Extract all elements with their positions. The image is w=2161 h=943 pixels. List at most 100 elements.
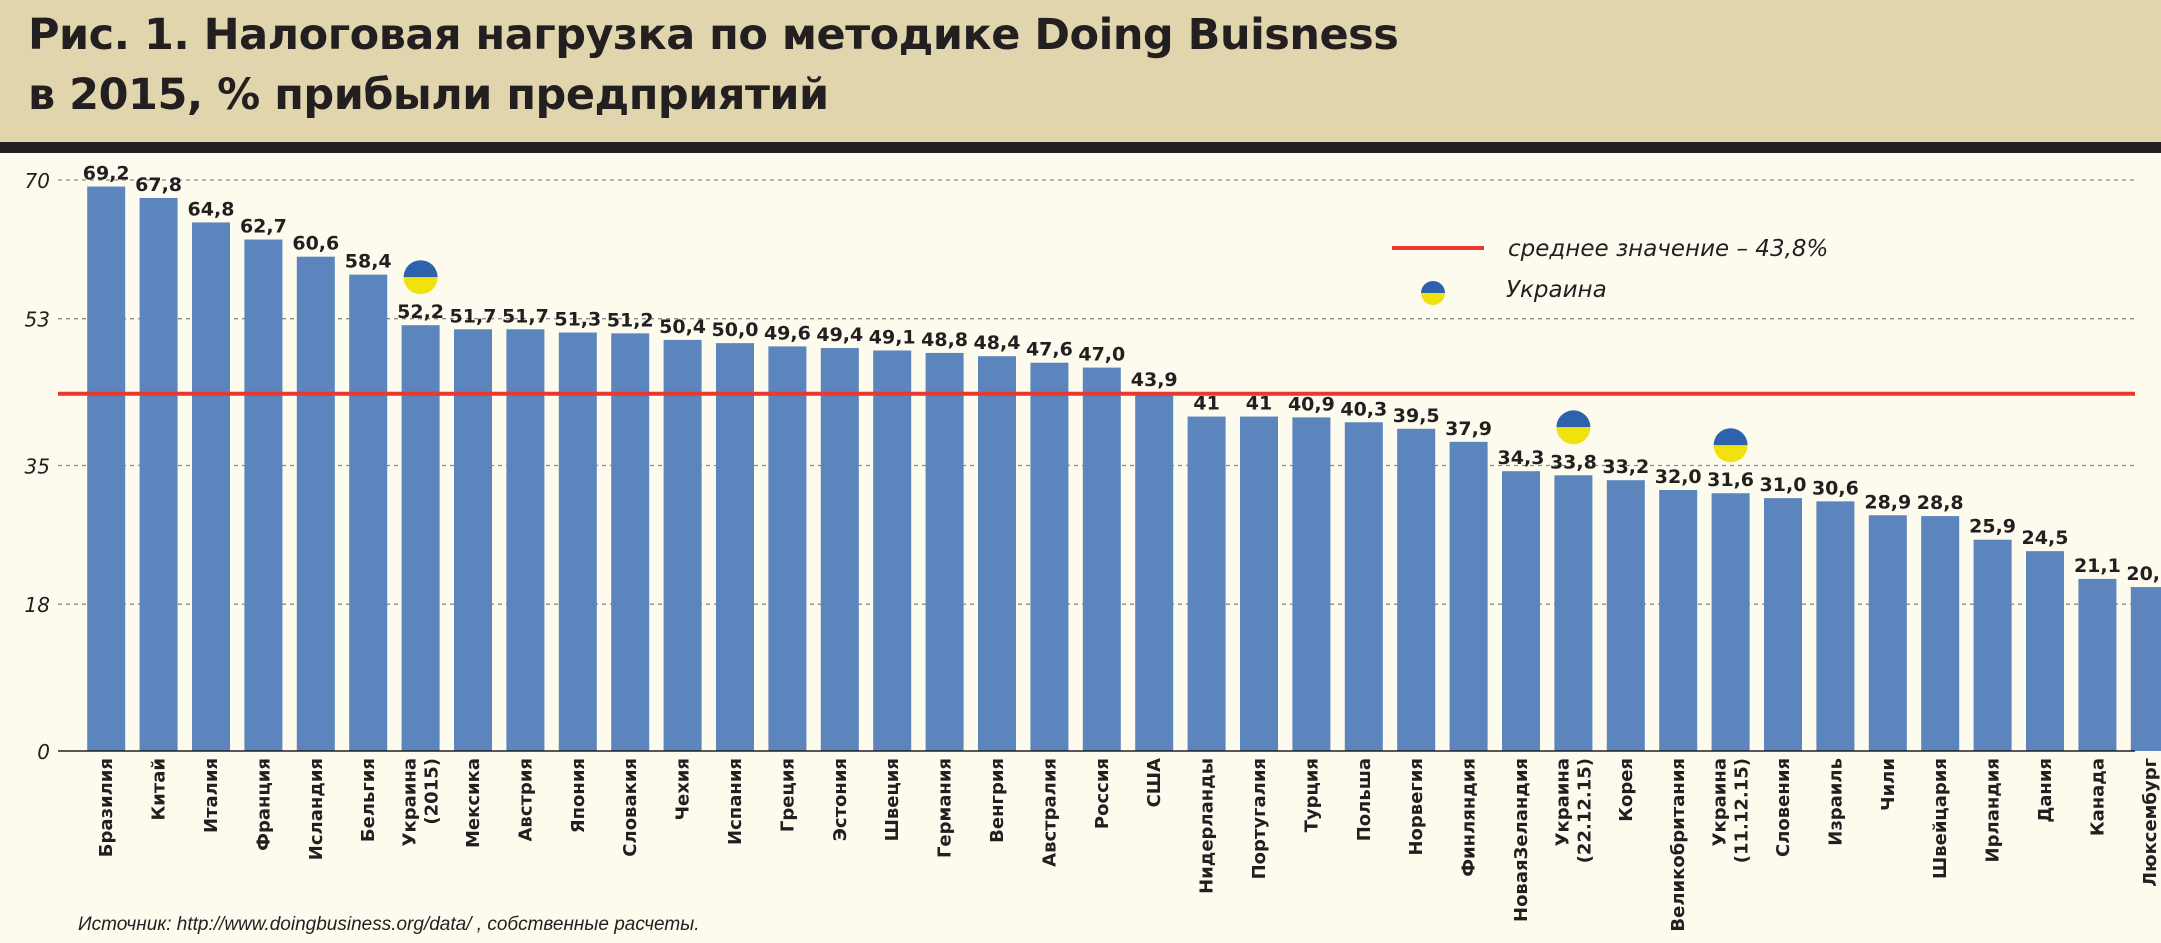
chart-title-line-1: Рис. 1. Налоговая нагрузка по методике D… <box>28 10 1399 60</box>
category-label: Эстония <box>830 758 851 841</box>
category-label: Австралия <box>1039 758 1060 867</box>
data-label: 51,3 <box>554 309 601 331</box>
data-label: 60,6 <box>292 233 339 255</box>
bar-38 <box>2026 551 2064 751</box>
data-label: 25,9 <box>1969 516 2016 538</box>
bar-39 <box>2078 578 2117 751</box>
category-label: Бельгия <box>358 758 379 842</box>
data-label: 47,6 <box>1026 339 1073 361</box>
ukraine-flag-icon-yellow <box>1713 445 1748 463</box>
category-label: Израиль <box>1825 758 1846 846</box>
category-label: Исландия <box>306 758 327 860</box>
category-label: Ирландия <box>1983 758 2004 862</box>
legend-ukraine-flag-icon-blue <box>1421 281 1445 293</box>
category-label: (2015) <box>422 758 443 825</box>
category-label: Турция <box>1301 758 1322 832</box>
y-tick-label: 18 <box>25 593 50 617</box>
ukraine-flag-icon-blue <box>403 260 438 278</box>
bar-1 <box>87 186 126 752</box>
bar-19 <box>1030 362 1069 751</box>
bar-25 <box>1344 422 1383 751</box>
data-label: 39,5 <box>1393 405 1440 427</box>
data-label: 40,3 <box>1340 398 1387 420</box>
category-label: Словакия <box>620 758 641 857</box>
y-tick-label: 70 <box>25 169 50 193</box>
data-label: 30,6 <box>1812 477 1859 499</box>
category-label: Словения <box>1773 758 1794 857</box>
category-label: Греция <box>777 758 798 832</box>
bar-4 <box>244 239 283 751</box>
bar-36 <box>1921 516 1960 751</box>
category-label: Китай <box>149 758 170 821</box>
ukraine-flag-icon-blue <box>1556 410 1591 428</box>
chart-header: Рис. 1. Налоговая нагрузка по методике D… <box>0 0 2161 142</box>
data-label: 64,8 <box>188 198 235 220</box>
category-label: Финляндия <box>1459 758 1480 877</box>
data-label: 62,7 <box>240 216 287 238</box>
category-label: Люксембург <box>2140 758 2161 887</box>
category-label: Франция <box>253 758 274 851</box>
category-label: Бразилия <box>96 758 117 857</box>
category-label: Норвегия <box>1406 758 1427 856</box>
bar-23 <box>1240 416 1278 751</box>
bar-29 <box>1554 475 1593 751</box>
bar-12 <box>663 339 702 751</box>
data-label: 67,8 <box>135 174 182 196</box>
header-divider <box>0 142 2161 153</box>
bar-5 <box>296 256 335 751</box>
bar-31 <box>1659 489 1698 751</box>
bar-40 <box>2130 587 2161 751</box>
data-label: 28,8 <box>1917 492 1964 514</box>
data-label: 40,9 <box>1288 393 1335 415</box>
category-label: Австрия <box>515 758 536 841</box>
ukraine-flag-icon-blue <box>1713 428 1748 446</box>
data-label: 49,6 <box>764 322 811 344</box>
ukraine-flag-icon-yellow <box>1556 427 1591 445</box>
category-label: Испания <box>725 758 746 845</box>
ukraine-flag-icon-yellow <box>403 277 438 295</box>
data-label: 58,4 <box>345 251 392 273</box>
bar-7 <box>401 325 440 751</box>
bar-35 <box>1868 515 1907 751</box>
category-label: Япония <box>568 758 589 833</box>
data-label: 31,0 <box>1760 474 1807 496</box>
category-label: Венгрия <box>987 758 1008 843</box>
category-label: Швеция <box>882 758 903 841</box>
data-label: 28,9 <box>1864 491 1911 513</box>
bar-27 <box>1449 441 1488 751</box>
legend-average-label: среднее значение – 43,8% <box>1508 236 1828 262</box>
bar-22 <box>1187 416 1226 751</box>
data-label: 49,1 <box>869 326 916 348</box>
data-label: 52,2 <box>397 301 444 323</box>
data-label: 49,4 <box>816 324 863 346</box>
category-label: Украина <box>400 758 421 846</box>
data-label: 20,1 <box>2126 563 2161 585</box>
bar-34 <box>1816 501 1855 751</box>
data-label: 51,7 <box>502 305 549 327</box>
data-label: 33,8 <box>1550 451 1597 473</box>
data-label: 43,9 <box>1131 369 1178 391</box>
data-label: 51,2 <box>607 309 654 331</box>
source-note: Источник: http://www.doingbusiness.org/d… <box>78 914 700 935</box>
data-label: 41 <box>1193 393 1219 415</box>
data-label: 41 <box>1246 393 1272 415</box>
category-label: Украина <box>1710 758 1731 846</box>
data-label: 33,2 <box>1602 456 1649 478</box>
category-label: (11.12.15) <box>1732 758 1753 863</box>
data-label: 21,1 <box>2074 555 2121 577</box>
bar-21 <box>1135 392 1174 751</box>
category-label: США <box>1144 758 1165 807</box>
data-label: 69,2 <box>83 163 130 185</box>
category-label: Мексика <box>463 758 484 848</box>
bar-16 <box>873 350 912 751</box>
bar-9 <box>506 329 545 751</box>
category-label: Чехия <box>673 758 694 821</box>
data-label: 31,6 <box>1707 469 1754 491</box>
bar-3 <box>192 222 230 752</box>
category-label: Канада <box>2087 758 2108 836</box>
legend-ukraine-flag-icon-yellow <box>1421 293 1445 305</box>
category-label: (22.12.15) <box>1574 758 1595 863</box>
category-label: Корея <box>1616 758 1637 822</box>
bar-18 <box>978 356 1016 751</box>
